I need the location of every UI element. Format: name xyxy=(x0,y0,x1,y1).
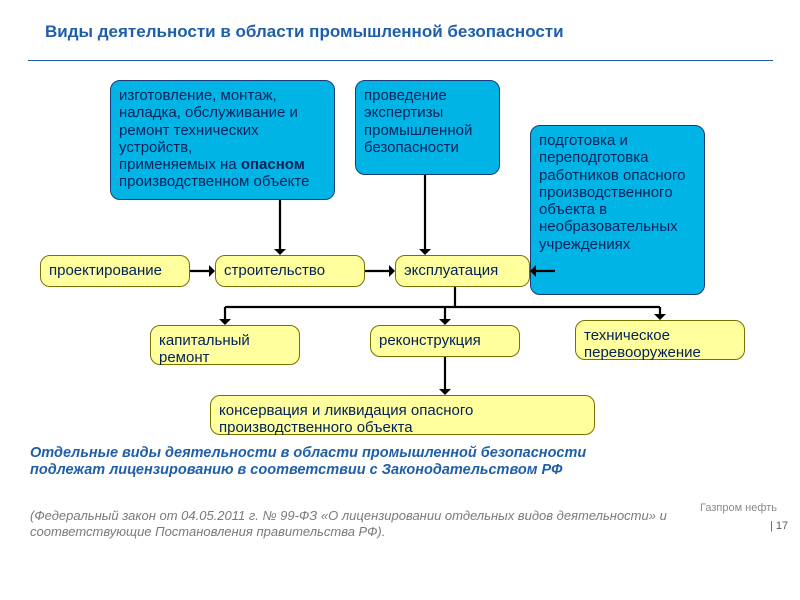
node-build: строительство xyxy=(215,255,365,287)
node-conserv: консервация и ликвидация опасного произв… xyxy=(210,395,595,435)
node-training: подготовка и переподготовка работников о… xyxy=(530,125,705,295)
node-recon: реконструкция xyxy=(370,325,520,357)
node-tech: техническое перевооружение xyxy=(575,320,745,360)
slide-title: Виды деятельности в области промышленной… xyxy=(45,22,745,42)
footer-bold: Отдельные виды деятельности в области пр… xyxy=(30,445,650,480)
node-manuf: изготовление, монтаж, наладка, обслужива… xyxy=(110,80,335,200)
title-underline xyxy=(28,60,773,61)
slide: Виды деятельности в области промышленной… xyxy=(0,0,800,600)
page-number-value: 17 xyxy=(776,520,788,532)
node-design: проектирование xyxy=(40,255,190,287)
footer-plain: (Федеральный закон от 04.05.2011 г. № 99… xyxy=(30,508,770,539)
page-number: | 17 xyxy=(770,520,788,532)
node-expert: проведение экспертизы промышленной безоп… xyxy=(355,80,500,175)
brand-label: Газпром нефть xyxy=(700,502,777,514)
node-operate: эксплуатация xyxy=(395,255,530,287)
node-caprep: капитальный ремонт xyxy=(150,325,300,365)
